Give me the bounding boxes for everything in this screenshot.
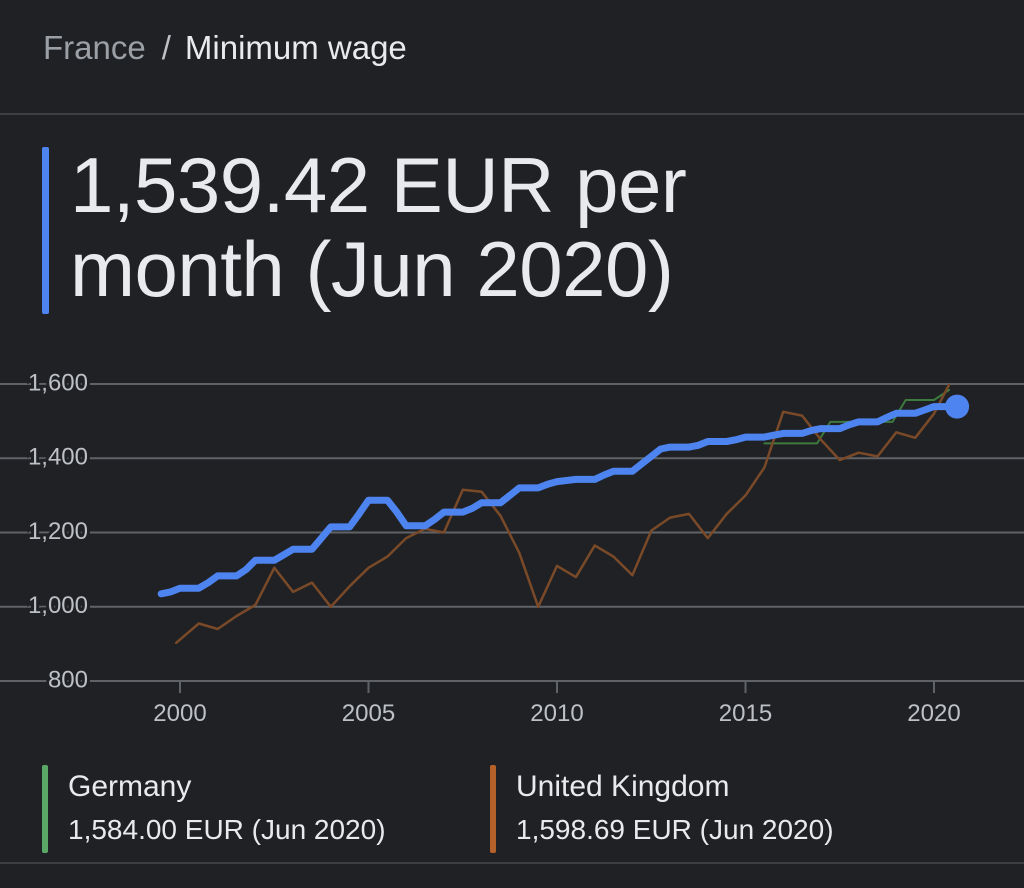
- germany-color-swatch: [42, 765, 48, 853]
- legend-uk-name: United Kingdom: [516, 770, 730, 803]
- series-line-germany: [763, 388, 951, 445]
- series-line-france: [157, 403, 953, 598]
- x-tick-label: 2000: [153, 700, 206, 727]
- breadcrumb-topic: Minimum wage: [184, 29, 407, 66]
- x-tick-label: 2005: [342, 700, 395, 727]
- y-tick-label: 1,200: [28, 518, 88, 545]
- y-tick-label: 1,400: [28, 444, 88, 471]
- minimum-wage-line-chart[interactable]: 800 1,000 1,200 1,400 1,600 2000 2005 2010 2015 2…: [0, 360, 1024, 745]
- y-tick-label: 800: [48, 666, 88, 693]
- header-divider: [0, 113, 1024, 115]
- footer-divider: [0, 862, 1024, 864]
- y-tick-label: 1,000: [28, 592, 88, 619]
- breadcrumb-country[interactable]: France: [43, 29, 146, 66]
- x-tick-label: 2010: [530, 700, 583, 727]
- france-series-indicator: [42, 147, 49, 314]
- x-tick-label: 2020: [907, 700, 960, 727]
- france-latest-point: [945, 394, 970, 419]
- uk-color-swatch: [490, 765, 496, 853]
- series-line-uk: [174, 383, 951, 645]
- legend-germany-name: Germany: [68, 770, 192, 803]
- breadcrumb-separator: /: [161, 29, 171, 66]
- legend-germany-value: 1,584.00 EUR (Jun 2020): [68, 814, 386, 845]
- legend-uk-value: 1,598.69 EUR (Jun 2020): [516, 814, 834, 845]
- y-tick-label: 1,600: [28, 369, 88, 396]
- headline-value: 1,539.42 EUR per month (Jun 2020): [70, 143, 970, 311]
- breadcrumb: France / Minimum wage: [43, 28, 407, 68]
- headline-line-1: 1,539.42 EUR per: [70, 141, 687, 229]
- x-tick-label: 2015: [719, 700, 772, 727]
- headline-line-2: month (Jun 2020): [70, 225, 674, 313]
